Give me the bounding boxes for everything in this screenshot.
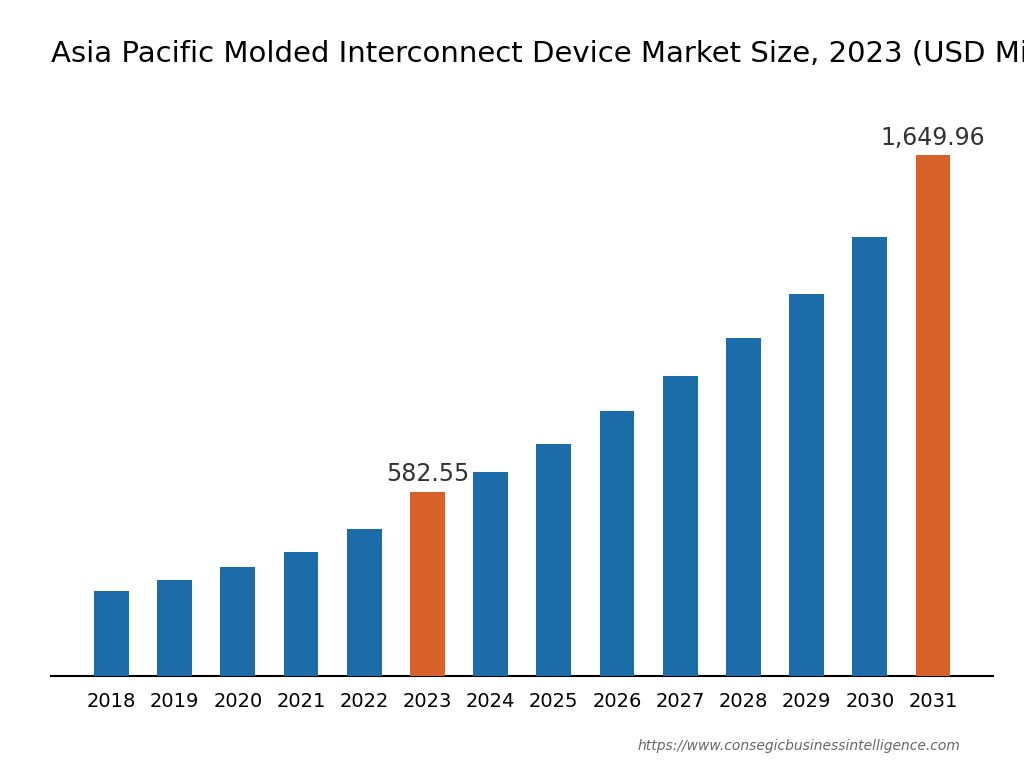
Text: Asia Pacific Molded Interconnect Device Market Size, 2023 (USD Million): Asia Pacific Molded Interconnect Device … (51, 40, 1024, 68)
Bar (94, 591, 129, 676)
Bar (726, 338, 761, 676)
Bar (347, 529, 382, 676)
Bar (600, 411, 635, 676)
Text: https://www.consegicbusinessintelligence.com: https://www.consegicbusinessintelligence… (637, 739, 961, 753)
Bar (220, 567, 255, 676)
Bar (915, 155, 950, 676)
Bar (663, 376, 697, 676)
Text: 582.55: 582.55 (386, 462, 469, 486)
Bar (537, 444, 571, 676)
Bar (284, 552, 318, 676)
Bar (410, 492, 444, 676)
Bar (853, 237, 887, 676)
Bar (790, 294, 824, 676)
Bar (473, 472, 508, 676)
Bar (158, 580, 191, 676)
Text: 1,649.96: 1,649.96 (881, 126, 985, 150)
